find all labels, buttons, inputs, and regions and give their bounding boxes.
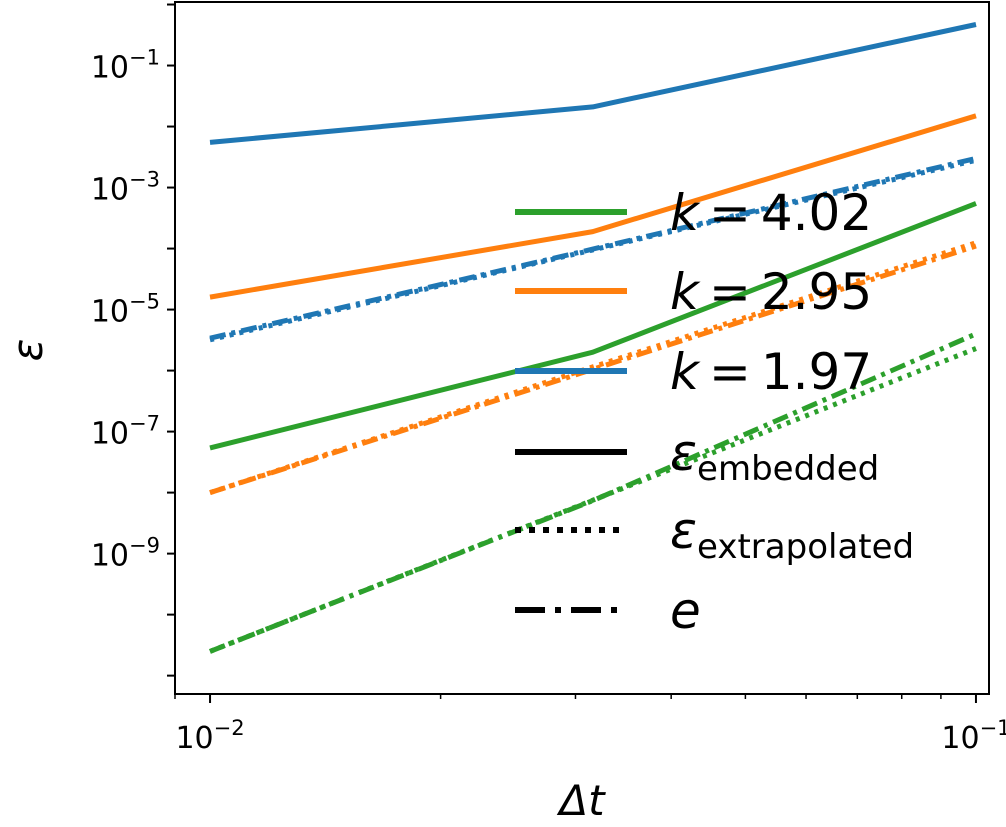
legend-label: e xyxy=(670,582,701,640)
legend-label: k = 2.95 xyxy=(670,263,872,321)
legend-label: εembedded xyxy=(670,424,879,489)
x-tick-label: 10−1 xyxy=(941,716,1006,756)
series-line-295-extrapolated xyxy=(209,240,977,495)
legend: k = 4.02 k = 2.95 k = 1.97 εembedded εextrap… xyxy=(515,184,914,640)
series-line-402-embedded xyxy=(209,201,977,451)
legend-entry: k = 4.02 xyxy=(515,184,872,242)
y-axis-label: ε xyxy=(3,339,52,362)
legend-entry: e xyxy=(515,582,701,640)
series-line-402-e xyxy=(209,331,977,654)
series-line-295-e xyxy=(209,243,977,495)
y-tick-label: 10−9 xyxy=(91,534,160,574)
legend-entry: k = 1.97 xyxy=(515,343,872,401)
y-tick-label: 10−1 xyxy=(91,46,160,86)
series-line-402-extrapolated xyxy=(209,346,977,654)
x-axis-ticks: 10−2 10−1 xyxy=(174,694,1006,756)
series-lines xyxy=(209,22,977,654)
legend-label: k = 4.02 xyxy=(670,184,872,242)
legend-label: εextrapolated xyxy=(670,502,914,567)
legend-label: k = 1.97 xyxy=(670,343,872,401)
legend-entry: k = 2.95 xyxy=(515,263,872,321)
y-tick-label: 10−7 xyxy=(91,412,160,452)
y-tick-label: 10−3 xyxy=(91,168,160,208)
x-tick-label: 10−2 xyxy=(175,716,244,756)
y-tick-label: 10−5 xyxy=(91,290,160,330)
x-axis-label: Δt xyxy=(556,776,606,825)
series-line-197-embedded xyxy=(209,22,977,145)
plot-frame xyxy=(174,1,990,695)
legend-entry: εembedded xyxy=(515,424,879,489)
series-line-197-e xyxy=(209,155,977,341)
series-line-295-embedded xyxy=(209,113,977,300)
legend-entry: εextrapolated xyxy=(515,502,914,567)
y-axis-ticks: 10−1 10−3 10−5 10−7 10−9 xyxy=(91,3,175,677)
